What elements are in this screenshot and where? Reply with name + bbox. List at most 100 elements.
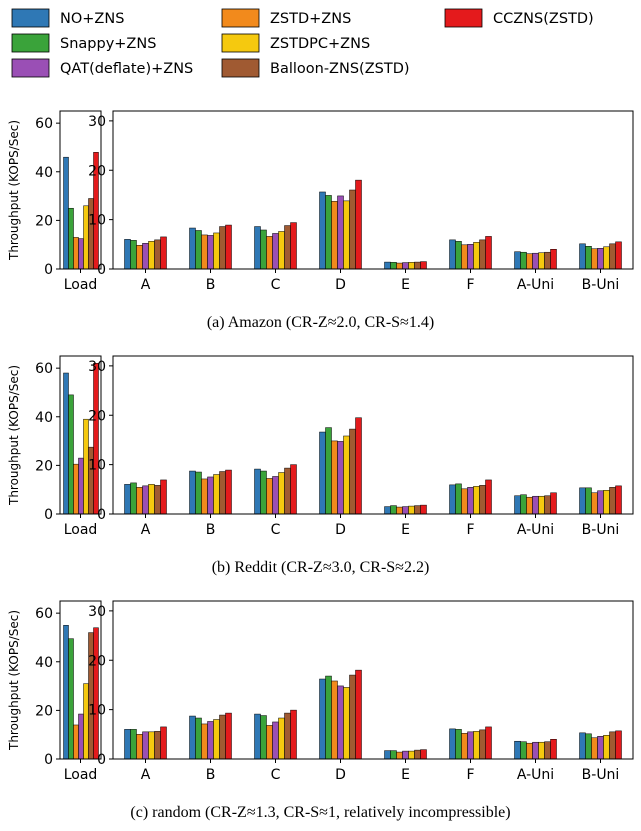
bar: [514, 495, 521, 515]
bar: [207, 235, 214, 270]
bar: [550, 249, 557, 270]
bar: [408, 262, 415, 270]
bar: [526, 253, 533, 270]
bar: [473, 242, 480, 270]
legend-label: Snappy+ZNS: [60, 36, 156, 52]
x-tick-label: D: [335, 522, 346, 538]
bar: [154, 485, 161, 515]
bar-load: [68, 394, 74, 515]
panels: Throughput (KOPS/Sec)0204060Load0102030A…: [7, 110, 634, 821]
bar: [195, 471, 202, 515]
bar: [473, 731, 480, 760]
bar: [343, 200, 350, 270]
bar: [213, 719, 220, 760]
bar: [124, 239, 131, 270]
y-tick-label: 40: [35, 165, 53, 181]
bar: [349, 674, 356, 760]
bar-load: [68, 207, 74, 270]
bar: [461, 244, 468, 270]
bar: [402, 506, 409, 515]
main-axes-frame: [112, 110, 634, 270]
bar: [538, 252, 545, 270]
bar: [254, 468, 261, 515]
bar: [603, 735, 610, 760]
x-tick-label: C: [271, 277, 281, 293]
panel-3: Throughput (KOPS/Sec)0204060Load0102030A…: [7, 600, 634, 821]
y-tick-label: 60: [35, 361, 53, 377]
panel-caption: (c) random (CR-Z≈1.3, CR-S≈1, relatively…: [130, 804, 510, 821]
bar: [213, 232, 220, 270]
bar: [420, 261, 427, 270]
y-axis-label: Throughput (KOPS/Sec): [7, 610, 21, 751]
y-axis-label: Throughput (KOPS/Sec): [7, 365, 21, 506]
x-tick-label: F: [466, 522, 474, 538]
bar-load: [78, 713, 84, 760]
bar: [278, 717, 285, 760]
bar: [461, 733, 468, 760]
bar: [402, 750, 409, 760]
bar: [514, 740, 521, 760]
bar: [396, 262, 403, 270]
legend-label: CCZNS(ZSTD): [493, 11, 594, 27]
x-tick-label: B-Uni: [582, 277, 620, 293]
legend-swatch: [221, 58, 260, 78]
y-tick-label: 0: [97, 262, 106, 278]
panel-caption: (b) Reddit (CR-Z≈3.0, CR-S≈2.2): [212, 559, 430, 576]
y-tick-label: 20: [88, 163, 106, 179]
bar: [319, 678, 326, 760]
y-tick-label: 30: [88, 114, 106, 130]
bar: [544, 495, 551, 515]
bar: [343, 687, 350, 760]
x-tick-label: B: [206, 522, 216, 538]
bar: [597, 490, 604, 515]
bar: [124, 484, 131, 515]
bar: [349, 428, 356, 515]
bar: [384, 261, 391, 270]
bar: [414, 749, 421, 760]
bar: [414, 261, 421, 270]
x-tick-label: F: [466, 277, 474, 293]
bar: [609, 731, 616, 760]
bar: [219, 226, 226, 270]
x-tick-label: E: [401, 522, 410, 538]
bar: [585, 733, 592, 760]
bar: [550, 492, 557, 515]
bar: [148, 731, 155, 760]
bar: [520, 251, 527, 270]
bar: [396, 506, 403, 515]
bar-load: [63, 372, 69, 515]
bar-load: [93, 363, 99, 515]
bar: [449, 239, 456, 270]
y-tick-label: 10: [88, 213, 106, 229]
x-tick-label: A: [141, 522, 151, 538]
x-tick-label: A-Uni: [517, 522, 554, 538]
bar-load: [93, 627, 99, 760]
bar: [485, 236, 492, 270]
bar: [189, 227, 196, 270]
bar: [467, 731, 474, 760]
bar: [142, 485, 149, 515]
bar: [603, 246, 610, 270]
bar: [455, 729, 462, 760]
bar: [260, 470, 267, 515]
bar: [603, 490, 610, 515]
legend-swatch: [221, 33, 260, 53]
x-tick-label: A-Uni: [517, 277, 554, 293]
bar: [325, 195, 332, 270]
bar: [260, 715, 267, 760]
main-axes-frame: [112, 355, 634, 515]
bar: [520, 741, 527, 760]
bar: [355, 669, 362, 760]
bar: [130, 729, 137, 760]
bar: [278, 231, 285, 270]
legend-label: ZSTD+ZNS: [270, 11, 351, 27]
legend-label: NO+ZNS: [60, 11, 124, 27]
bar: [455, 483, 462, 515]
bar: [266, 236, 273, 270]
bar: [402, 262, 409, 270]
bar: [142, 243, 149, 270]
bar: [337, 685, 344, 760]
bar: [290, 709, 297, 760]
bar: [272, 233, 279, 270]
